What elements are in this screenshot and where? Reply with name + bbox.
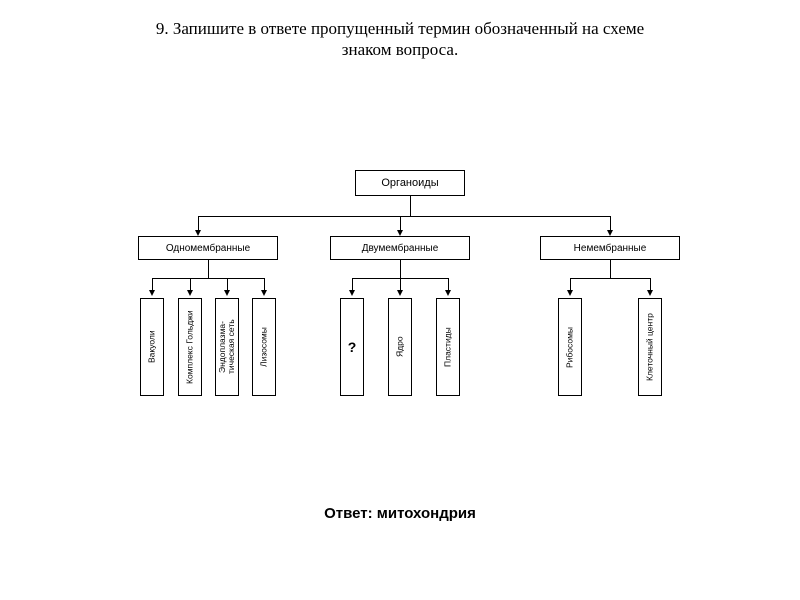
connector-root-drop <box>410 196 411 216</box>
connector-group-drop-1 <box>400 216 401 230</box>
arrow-leaf-0 <box>149 290 155 296</box>
node-leaf-7: Рибосомы <box>558 298 582 396</box>
connector-main-bus <box>198 216 610 217</box>
node-group-g1: Одномембранные <box>138 236 278 260</box>
organelles-diagram: Органоиды Одномембранные Двумембранные Неме… <box>120 170 700 460</box>
title-line-1: 9. Запишите в ответе пропущенный термин … <box>156 19 644 38</box>
arrow-leaf-5 <box>397 290 403 296</box>
connector-leaf-bus-0 <box>152 278 264 279</box>
connector-group-drop-2 <box>610 216 611 230</box>
connector-leaf-drop-7 <box>570 278 571 290</box>
connector-leaf-drop-3 <box>264 278 265 290</box>
arrow-leaf-2 <box>224 290 230 296</box>
arrow-leaf-6 <box>445 290 451 296</box>
question-title: 9. Запишите в ответе пропущенный термин … <box>0 0 800 61</box>
connector-leaf-drop-1 <box>190 278 191 290</box>
connector-group-center-drop-0 <box>208 260 209 278</box>
connector-group-drop-0 <box>198 216 199 230</box>
node-leaf-3: Лизосомы <box>252 298 276 396</box>
node-group-g3: Немембранные <box>540 236 680 260</box>
connector-leaf-drop-5 <box>400 278 401 290</box>
connector-leaf-drop-8 <box>650 278 651 290</box>
connector-leaf-drop-6 <box>448 278 449 290</box>
answer-text: Ответ: митохондрия <box>0 505 800 522</box>
node-leaf-1: Комплекс Гольджи <box>178 298 202 396</box>
arrow-leaf-7 <box>567 290 573 296</box>
node-root: Органоиды <box>355 170 465 196</box>
arrow-leaf-8 <box>647 290 653 296</box>
title-line-2: знаком вопроса. <box>342 40 458 59</box>
node-group-g2: Двумембранные <box>330 236 470 260</box>
connector-leaf-drop-4 <box>352 278 353 290</box>
node-leaf-0: Вакуоли <box>140 298 164 396</box>
connector-group-center-drop-1 <box>400 260 401 278</box>
arrow-leaf-4 <box>349 290 355 296</box>
node-leaf-2: Эндоплазма- тическая сеть <box>215 298 239 396</box>
connector-leaf-bus-2 <box>570 278 650 279</box>
node-leaf-8: Клеточный центр <box>638 298 662 396</box>
connector-group-center-drop-2 <box>610 260 611 278</box>
connector-leaf-drop-0 <box>152 278 153 290</box>
node-leaf-5: Ядро <box>388 298 412 396</box>
arrow-leaf-1 <box>187 290 193 296</box>
arrow-leaf-3 <box>261 290 267 296</box>
connector-leaf-drop-2 <box>227 278 228 290</box>
node-leaf-4: ? <box>340 298 364 396</box>
page: 9. Запишите в ответе пропущенный термин … <box>0 0 800 600</box>
node-leaf-6: Пластиды <box>436 298 460 396</box>
